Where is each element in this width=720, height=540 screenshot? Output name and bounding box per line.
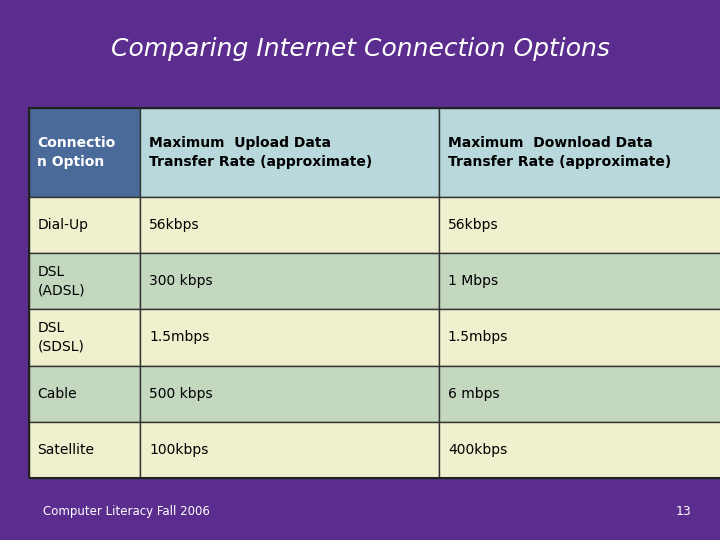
Text: 1 Mbps: 1 Mbps — [448, 274, 498, 288]
Text: Comparing Internet Connection Options: Comparing Internet Connection Options — [111, 37, 609, 60]
Text: 400kbps: 400kbps — [448, 443, 507, 457]
Text: 1.5mbps: 1.5mbps — [149, 330, 210, 345]
Bar — [140, 253, 439, 309]
Text: Computer Literacy Fall 2006: Computer Literacy Fall 2006 — [43, 505, 210, 518]
Text: 6 mbps: 6 mbps — [448, 387, 500, 401]
Bar — [439, 366, 720, 422]
Text: 500 kbps: 500 kbps — [149, 387, 212, 401]
Bar — [140, 309, 439, 366]
Text: 100kbps: 100kbps — [149, 443, 208, 457]
Text: Maximum  Upload Data
Transfer Rate (approximate): Maximum Upload Data Transfer Rate (appro… — [149, 137, 372, 168]
Bar — [29, 108, 140, 197]
Bar — [439, 253, 720, 309]
Text: 56kbps: 56kbps — [448, 218, 498, 232]
Bar — [140, 422, 439, 478]
Text: DSL
(ADSL): DSL (ADSL) — [37, 265, 85, 298]
Text: Maximum  Download Data
Transfer Rate (approximate): Maximum Download Data Transfer Rate (app… — [448, 137, 671, 168]
Bar — [439, 108, 720, 197]
Bar — [29, 422, 140, 478]
Text: Connectio
n Option: Connectio n Option — [37, 137, 116, 168]
Bar — [140, 108, 439, 197]
Bar — [29, 253, 140, 309]
Text: 13: 13 — [675, 505, 691, 518]
Bar — [29, 197, 140, 253]
Bar — [439, 309, 720, 366]
Text: Satellite: Satellite — [37, 443, 94, 457]
Text: 300 kbps: 300 kbps — [149, 274, 212, 288]
Bar — [29, 309, 140, 366]
Text: Dial-Up: Dial-Up — [37, 218, 89, 232]
Text: 1.5mbps: 1.5mbps — [448, 330, 508, 345]
Bar — [439, 422, 720, 478]
Bar — [140, 197, 439, 253]
Bar — [29, 108, 720, 478]
Bar — [29, 366, 140, 422]
Text: DSL
(SDSL): DSL (SDSL) — [37, 321, 84, 354]
Text: Cable: Cable — [37, 387, 77, 401]
Text: 56kbps: 56kbps — [149, 218, 199, 232]
Bar — [439, 197, 720, 253]
Bar — [140, 366, 439, 422]
